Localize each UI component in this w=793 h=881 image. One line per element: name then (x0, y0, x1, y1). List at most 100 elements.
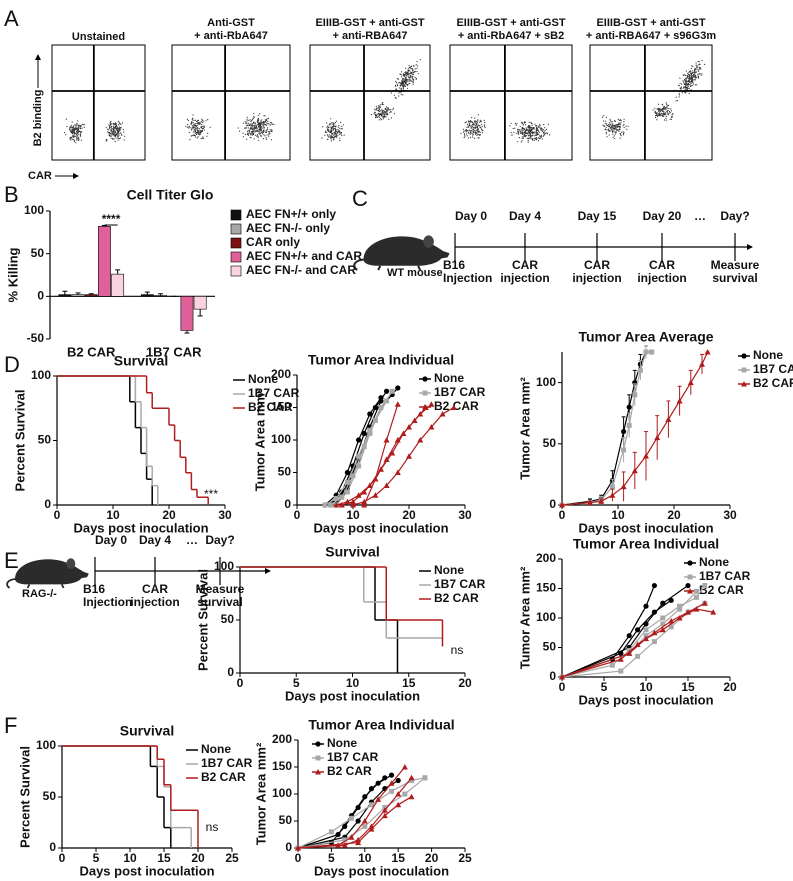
flow-event (627, 125, 629, 127)
flow-event (395, 82, 398, 84)
point (651, 582, 658, 589)
flow-event (259, 131, 261, 133)
y-tick-label: 100 (31, 368, 51, 382)
flow-event (479, 126, 481, 129)
flow-event (74, 132, 76, 134)
legend-label: None (699, 555, 729, 569)
flow-event (113, 129, 115, 131)
flow-event (114, 131, 116, 133)
bar (71, 294, 85, 297)
legend-label: CAR only (246, 235, 300, 249)
point (676, 397, 683, 404)
x-tick-label: 1B7 CAR (146, 344, 202, 359)
point (368, 826, 375, 832)
flow-event (258, 129, 260, 131)
flow-event (387, 107, 389, 109)
flow-event (256, 120, 258, 122)
flow-event (611, 128, 613, 131)
flow-event (339, 130, 341, 132)
flow-event (412, 83, 414, 85)
flow-event (614, 131, 616, 133)
point (409, 778, 415, 783)
point (344, 489, 350, 495)
legend-marker (422, 376, 428, 382)
flow-event (245, 126, 247, 129)
flow-event (389, 112, 391, 114)
flow-event (539, 125, 541, 127)
flow-event (683, 86, 685, 88)
flow-event (623, 127, 625, 129)
flow-event (339, 132, 341, 134)
y-tick-label: 200 (272, 732, 292, 746)
series-line (561, 351, 652, 506)
flow-event (75, 127, 77, 129)
flow-event (113, 131, 115, 133)
point (368, 802, 374, 808)
flow-event (251, 128, 253, 130)
flow-event (694, 79, 696, 81)
flow-event (617, 118, 619, 120)
flow-event (530, 128, 532, 130)
flow-event (254, 127, 256, 130)
flow-event (335, 134, 337, 136)
flow-event (265, 124, 267, 126)
timeline-event: Injection (443, 271, 492, 285)
flow-event (194, 130, 196, 132)
flow-event (258, 139, 260, 141)
flow-event (265, 120, 267, 122)
legend-marker (687, 588, 693, 594)
flow-event (537, 137, 540, 139)
flow-event (686, 84, 688, 86)
flow-event (383, 109, 385, 111)
flow-event (71, 136, 73, 138)
flow-event (609, 124, 611, 126)
flow-event (378, 114, 380, 117)
flow-event (693, 73, 696, 75)
y-tick-label: 100 (214, 559, 234, 573)
x-axis-label: Days post inoculation (314, 863, 449, 878)
flow-event (685, 78, 687, 80)
flow-event (686, 83, 688, 85)
flow-event (256, 130, 258, 132)
flow-event (334, 132, 336, 134)
point (356, 453, 362, 459)
flow-event (69, 129, 71, 131)
flow-event (118, 138, 120, 140)
y-tick-label: 50 (221, 612, 235, 626)
flow-event (203, 126, 205, 128)
annotation: *** (204, 487, 218, 501)
legend-label: B2 CAR (327, 764, 372, 778)
flow-event (408, 70, 411, 72)
flow-event (267, 127, 269, 129)
arrow-head (73, 173, 79, 179)
flow-event (189, 139, 191, 141)
flow-event (380, 107, 382, 109)
flow-event (611, 123, 613, 125)
flow-event (259, 128, 261, 130)
y-tick-label: -50 (27, 331, 45, 345)
flow-event (378, 105, 380, 107)
x-tick-label: 20 (191, 851, 205, 865)
flow-event (604, 122, 606, 124)
flow-event (326, 131, 328, 133)
flow-event (72, 130, 74, 132)
series-line (561, 602, 706, 678)
flow-event (698, 66, 700, 68)
flow-event (194, 126, 196, 128)
flow-event (197, 122, 199, 124)
flow-event (190, 135, 192, 137)
flow-event (401, 83, 403, 85)
flow-event (332, 139, 334, 141)
flow-event (264, 131, 267, 133)
flow-event (416, 67, 418, 69)
series-line (363, 404, 399, 506)
x-axis-label: Days post inoculation (578, 520, 713, 535)
flow-event (251, 133, 253, 135)
flow-event (271, 122, 273, 124)
flow-event (383, 112, 385, 114)
flow-event (415, 78, 417, 80)
flow-event (378, 119, 380, 121)
flow-event (520, 132, 522, 134)
flow-event (253, 130, 255, 132)
flow-event (545, 128, 548, 130)
